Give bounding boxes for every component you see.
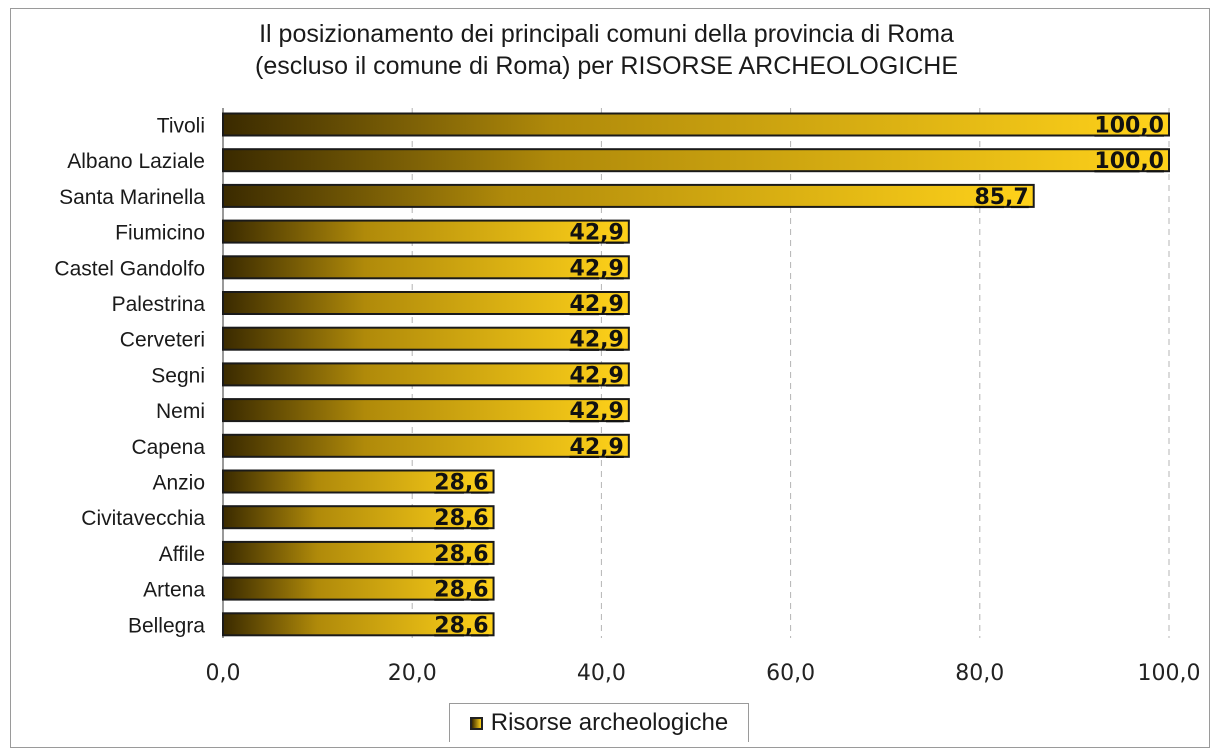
bar [222, 576, 495, 601]
value-label: 28,6 [434, 578, 488, 603]
x-tick-label: 0,0 [206, 661, 241, 686]
category-label: Bellegra [128, 614, 205, 637]
value-label: 42,9 [570, 399, 624, 424]
value-label: 42,9 [570, 435, 624, 460]
x-tick-label: 60,0 [766, 661, 815, 686]
chart-title-line-1: Il posizionamento dei principali comuni … [259, 20, 954, 48]
bar [222, 540, 495, 565]
bars [222, 112, 1170, 637]
value-label: 100,0 [1094, 149, 1164, 174]
bar [222, 398, 630, 423]
value-label: 42,9 [570, 256, 624, 281]
category-label: Capena [131, 436, 205, 459]
category-label: Fiumicino [115, 222, 205, 245]
category-label: Nemi [156, 400, 205, 423]
category-label: Cerveteri [120, 329, 205, 352]
category-label: Tivoli [157, 115, 205, 138]
x-tick-label: 80,0 [955, 661, 1004, 686]
legend: Risorse archeologiche [449, 703, 749, 742]
bar [222, 112, 1170, 137]
x-tick-label: 40,0 [577, 661, 626, 686]
value-label: 42,9 [570, 328, 624, 353]
value-label: 85,7 [974, 185, 1028, 210]
value-label: 28,6 [434, 471, 488, 496]
value-label: 100,0 [1094, 114, 1164, 139]
legend-label: Risorse archeologiche [490, 709, 729, 736]
bar [222, 362, 630, 387]
bar [222, 469, 495, 494]
value-label: 28,6 [434, 613, 488, 638]
bar [222, 148, 1170, 173]
bar [222, 219, 630, 244]
labels: Tivoli 100,0 Albano Laziale 100,0 Santa Mari… [54, 114, 1164, 639]
category-label: Civitavecchia [81, 507, 205, 530]
category-label: Castel Gandolfo [54, 257, 205, 280]
category-label: Segni [151, 364, 205, 387]
bar [222, 291, 630, 315]
value-label: 28,6 [434, 506, 488, 531]
category-label: Anzio [152, 472, 205, 495]
value-label: 42,9 [570, 221, 624, 246]
category-label: Palestrina [112, 293, 206, 316]
legend-swatch [469, 716, 483, 730]
value-label: 28,6 [434, 542, 488, 567]
category-label: Santa Marinella [59, 186, 205, 209]
chart-title: Il posizionamento dei principali comuni … [0, 18, 1213, 82]
category-label: Artena [143, 579, 205, 602]
x-tick-label: 100,0 [1138, 661, 1201, 686]
x-tick-label: 20,0 [388, 661, 437, 686]
value-label: 42,9 [570, 363, 624, 388]
bar [222, 255, 630, 280]
chart-title-line-2: (escluso il comune di Roma) per RISORSE … [255, 52, 958, 80]
category-label: Affile [159, 543, 205, 566]
bar [222, 326, 630, 351]
bar [222, 612, 495, 637]
value-label: 42,9 [570, 292, 624, 317]
category-label: Albano Laziale [67, 150, 205, 173]
bar [222, 505, 495, 530]
bar [222, 183, 1035, 208]
bar [222, 433, 630, 458]
